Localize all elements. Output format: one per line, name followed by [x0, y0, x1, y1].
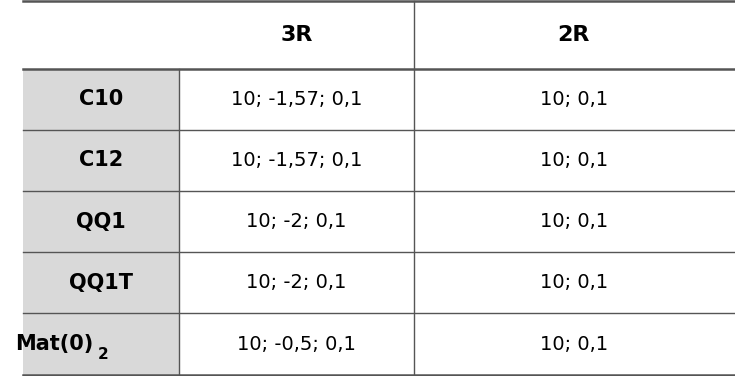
- Bar: [23, 68, 179, 130]
- Text: QQ1T: QQ1T: [69, 273, 133, 293]
- Bar: [179, 191, 734, 252]
- Text: 10; 0,1: 10; 0,1: [539, 335, 608, 353]
- Text: QQ1: QQ1: [76, 212, 126, 232]
- Text: 10; 0,1: 10; 0,1: [539, 273, 608, 292]
- Bar: [23, 252, 179, 314]
- Text: Mat(0): Mat(0): [15, 334, 94, 354]
- Bar: [23, 2, 734, 68]
- Bar: [179, 68, 734, 130]
- Bar: [179, 314, 734, 374]
- Text: 2: 2: [97, 347, 108, 362]
- Text: C10: C10: [79, 89, 123, 109]
- Text: 10; -2; 0,1: 10; -2; 0,1: [246, 212, 347, 231]
- Text: 10; -1,57; 0,1: 10; -1,57; 0,1: [231, 151, 362, 170]
- Bar: [179, 252, 734, 314]
- Text: 10; 0,1: 10; 0,1: [539, 212, 608, 231]
- Text: 2R: 2R: [557, 25, 590, 45]
- Bar: [23, 314, 179, 374]
- Bar: [23, 191, 179, 252]
- Text: 10; -2; 0,1: 10; -2; 0,1: [246, 273, 347, 292]
- Text: 3R: 3R: [280, 25, 312, 45]
- Text: 10; -0,5; 0,1: 10; -0,5; 0,1: [237, 335, 356, 353]
- Bar: [179, 130, 734, 191]
- Text: C12: C12: [79, 150, 123, 170]
- Text: 10; 0,1: 10; 0,1: [539, 89, 608, 109]
- Text: 10; -1,57; 0,1: 10; -1,57; 0,1: [231, 89, 362, 109]
- Bar: [23, 130, 179, 191]
- Text: 10; 0,1: 10; 0,1: [539, 151, 608, 170]
